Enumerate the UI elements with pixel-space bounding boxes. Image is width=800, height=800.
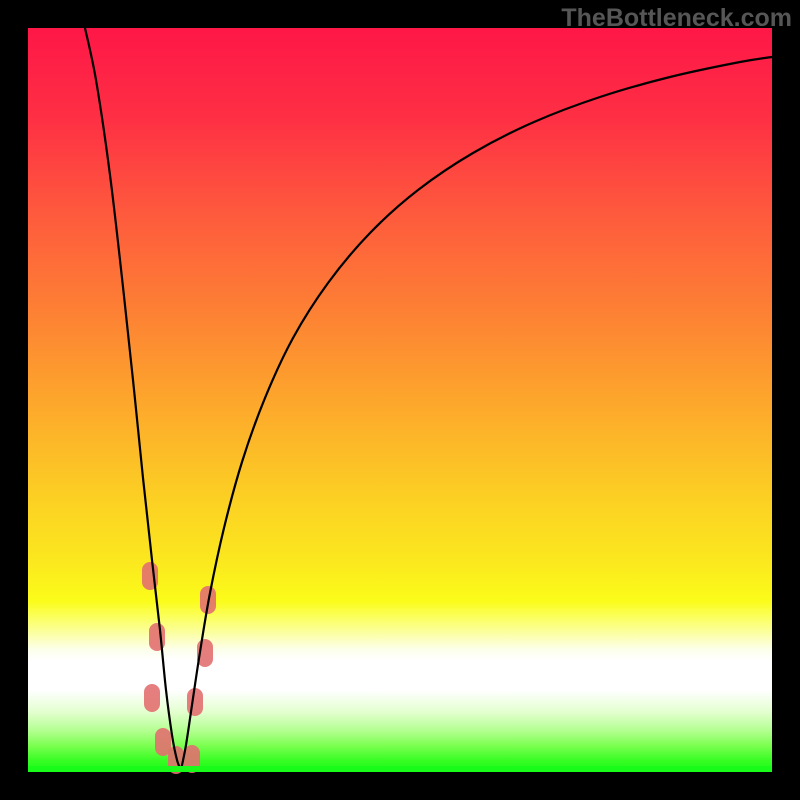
chart-svg-layer [0, 0, 800, 800]
chart-container: TheBottleneck.com [0, 0, 800, 800]
watermark-text: TheBottleneck.com [561, 4, 792, 33]
markers-group [142, 562, 216, 774]
bottleneck-curve-left [85, 28, 181, 770]
bottleneck-curve-right [181, 57, 772, 770]
marker-point-2 [144, 684, 160, 712]
bottom-green-line [28, 766, 772, 772]
